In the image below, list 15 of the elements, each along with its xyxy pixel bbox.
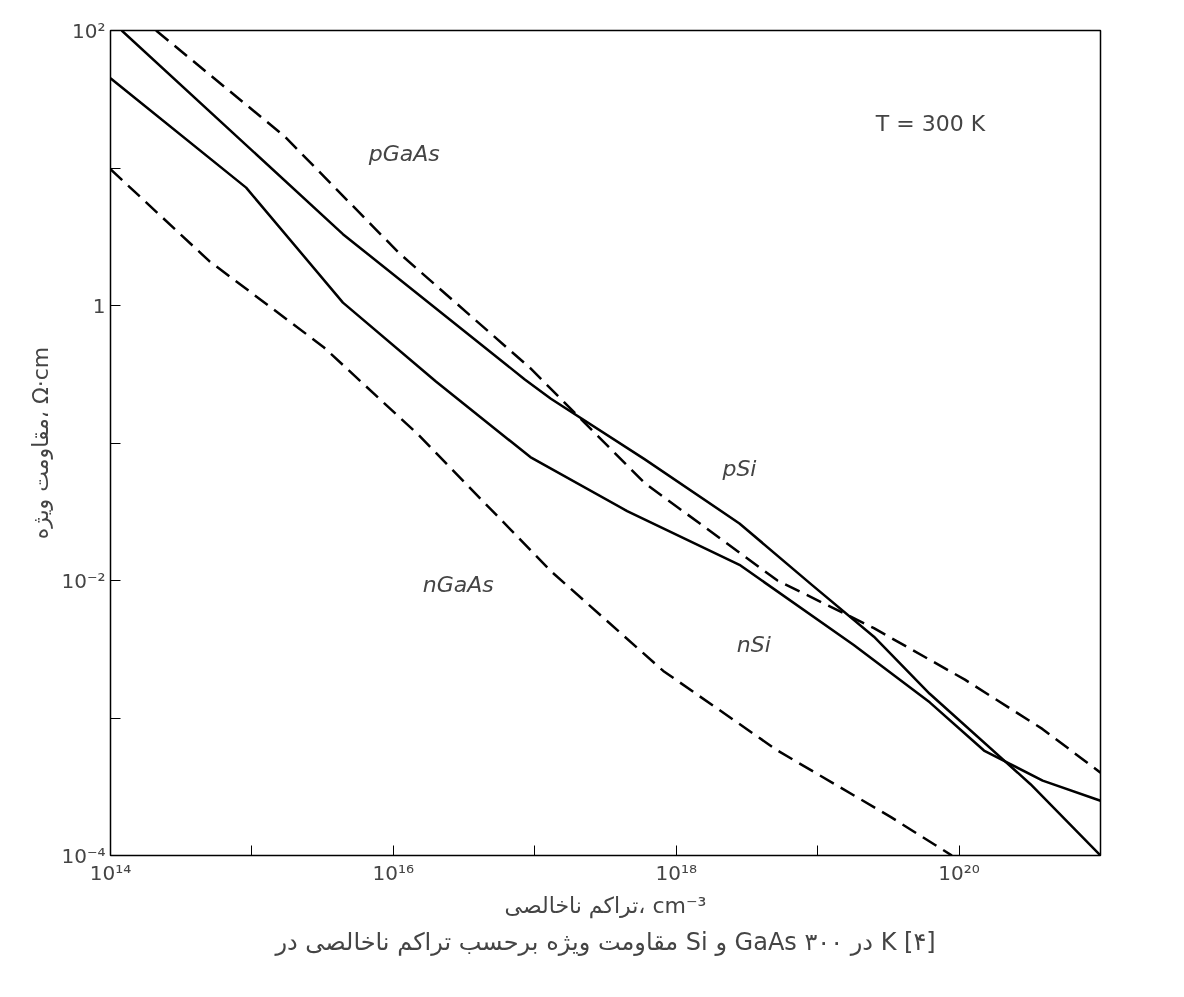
x-tick-label: 10¹⁶ — [372, 860, 415, 885]
series-label: nGaAs — [422, 572, 494, 598]
annotation: T = 300 K — [874, 110, 986, 136]
series-label: pGaAs — [367, 140, 440, 166]
x-axis-title: تراکم ناخالصی، cm⁻³ — [504, 892, 707, 919]
x-tick-label: 10²⁰ — [938, 860, 980, 885]
x-tick-label: 10¹⁴ — [89, 860, 132, 885]
text: مقاومت ویژه برحسب تراکم ناخالصی در Si و GaAs در ۳۰۰ K [۴] — [274, 927, 936, 956]
series-label: pSi — [721, 455, 757, 481]
y-axis-title: مقاومت ویژه، Ω·cm — [28, 346, 54, 540]
x-tick-label: 10¹⁸ — [655, 860, 697, 885]
y-tick-label: 10⁻² — [61, 568, 106, 593]
series-label: nSi — [736, 632, 771, 658]
y-tick-label: 1 — [92, 293, 106, 318]
y-tick-label: 10² — [72, 18, 106, 43]
